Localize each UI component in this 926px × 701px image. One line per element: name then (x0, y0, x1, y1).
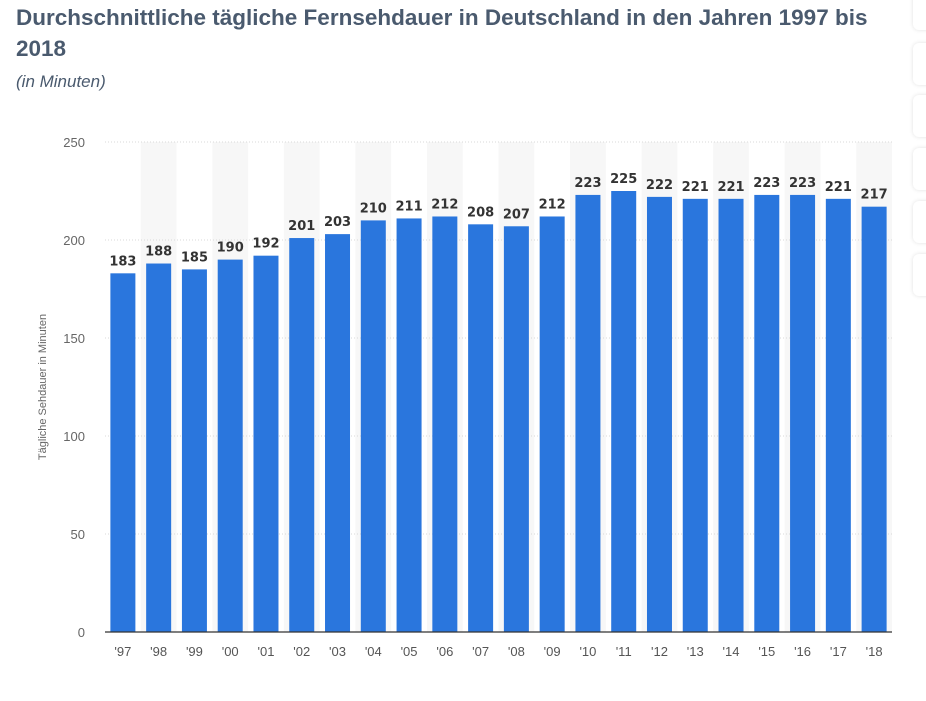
bar (539, 216, 565, 633)
x-tick-label: '98 (150, 644, 167, 659)
data-label: 192 (252, 237, 279, 252)
x-tick-label: '13 (687, 644, 704, 659)
y-tick-label: 0 (78, 625, 85, 640)
data-label: 217 (861, 188, 888, 203)
side-toolbar-button[interactable] (913, 148, 926, 190)
x-tick-label: '04 (365, 644, 382, 659)
bar (289, 238, 315, 633)
bar (682, 198, 708, 632)
y-axis-label: Tägliche Sehdauer in Minuten (37, 314, 49, 460)
data-label: 221 (825, 180, 852, 195)
data-label: 212 (431, 197, 458, 212)
data-label: 211 (395, 199, 422, 214)
data-label: 201 (288, 219, 315, 234)
data-label: 221 (717, 180, 744, 195)
data-label: 208 (467, 205, 494, 220)
y-tick-label: 200 (63, 233, 85, 248)
x-tick-label: '06 (436, 644, 453, 659)
side-toolbar-button[interactable] (913, 201, 926, 243)
data-label: 185 (181, 250, 208, 265)
x-tick-label: '10 (579, 644, 596, 659)
bar (861, 206, 887, 632)
side-toolbar-button[interactable] (913, 0, 926, 30)
x-tick-label: '08 (508, 644, 525, 659)
bar (575, 194, 601, 633)
bar (360, 220, 386, 632)
x-tick-label: '01 (258, 644, 275, 659)
data-label: 223 (789, 176, 816, 191)
x-tick-label: '12 (651, 644, 668, 659)
x-tick-label: '05 (401, 644, 418, 659)
x-tick-label: '17 (830, 644, 847, 659)
bar (646, 196, 672, 632)
chart-title: Durchschnittliche tägliche Fernsehdauer … (16, 5, 868, 61)
bar (181, 269, 207, 632)
side-toolbar-button[interactable] (913, 254, 926, 296)
bar (790, 194, 816, 633)
bar (432, 216, 458, 633)
data-label: 183 (109, 254, 136, 269)
x-tick-label: '97 (114, 644, 131, 659)
y-tick-label: 100 (63, 429, 85, 444)
data-label: 190 (217, 241, 244, 256)
x-tick-label: '99 (186, 644, 203, 659)
data-label: 223 (753, 176, 780, 191)
x-tick-label: '14 (723, 644, 740, 659)
data-label: 223 (574, 176, 601, 191)
x-tick-label: '15 (758, 644, 775, 659)
data-label: 203 (324, 215, 351, 230)
bar (146, 263, 172, 632)
bar (718, 198, 744, 632)
data-label: 188 (145, 245, 172, 260)
bar (110, 273, 136, 632)
bar (253, 255, 279, 632)
x-tick-label: '09 (544, 644, 561, 659)
side-toolbar-button[interactable] (913, 95, 926, 137)
x-tick-label: '18 (866, 644, 883, 659)
chart-subtitle: (in Minuten) (16, 72, 106, 91)
side-toolbar-button[interactable] (913, 43, 926, 85)
bar (325, 234, 351, 632)
x-tick-label: '11 (616, 644, 632, 659)
data-label: 221 (682, 180, 709, 195)
x-tick-label: '03 (329, 644, 346, 659)
data-label: 222 (646, 178, 673, 193)
y-tick-label: 250 (63, 135, 85, 150)
x-tick-label: '16 (794, 644, 811, 659)
x-tick-label: '02 (293, 644, 310, 659)
bar (754, 194, 780, 633)
data-label: 210 (360, 201, 387, 216)
bar (825, 198, 851, 632)
bar (217, 259, 243, 632)
bar (468, 224, 494, 632)
x-tick-label: '00 (222, 644, 239, 659)
data-label: 212 (539, 197, 566, 212)
y-tick-label: 50 (71, 527, 85, 542)
bar (611, 191, 637, 632)
data-label: 225 (610, 172, 637, 187)
x-tick-label: '07 (472, 644, 489, 659)
bar (396, 218, 422, 632)
bar (503, 226, 529, 632)
y-tick-label: 150 (63, 331, 85, 346)
data-label: 207 (503, 207, 530, 222)
